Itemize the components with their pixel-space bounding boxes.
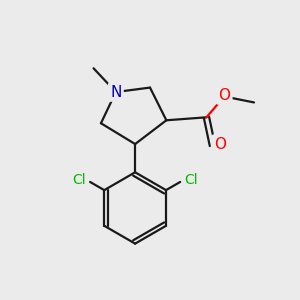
- Text: O: O: [218, 88, 230, 103]
- Text: Cl: Cl: [185, 173, 198, 188]
- Text: O: O: [214, 136, 226, 152]
- Text: N: N: [110, 85, 122, 100]
- Text: Cl: Cl: [72, 173, 86, 188]
